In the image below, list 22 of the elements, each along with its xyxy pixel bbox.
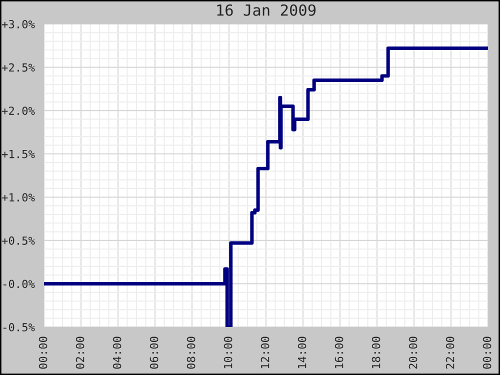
- x-tick-label: 00:00: [38, 336, 48, 369]
- x-tick-label: 02:00: [76, 336, 84, 369]
- x-tick-label: 06:00: [150, 336, 158, 369]
- y-tick-label: +2.5%: [2, 63, 35, 72]
- x-tick-label: 14:00: [298, 336, 306, 368]
- x-tick-label: 18:00: [372, 336, 380, 368]
- chart-title: 16 Jan 2009: [217, 4, 316, 16]
- x-tick-label: 00:00: [482, 336, 492, 369]
- y-tick-label: +1.0%: [2, 193, 35, 202]
- x-tick-label: 20:00: [408, 336, 418, 369]
- x-tick-label: 10:00: [224, 336, 232, 368]
- x-tick-label: 08:00: [186, 336, 196, 369]
- y-tick-label: +1.5%: [2, 150, 35, 158]
- y-tick-label: -0.0%: [3, 280, 35, 288]
- y-tick-label: -0.5%: [3, 323, 35, 332]
- x-tick-label: 12:00: [260, 336, 270, 368]
- y-tick-label: +0.5%: [2, 236, 35, 245]
- x-tick-label: 04:00: [112, 336, 122, 369]
- y-tick-label: +3.0%: [2, 20, 35, 28]
- y-tick-label: +2.0%: [2, 106, 35, 115]
- x-tick-label: 22:00: [446, 336, 454, 369]
- x-tick-label: 16:00: [334, 336, 344, 368]
